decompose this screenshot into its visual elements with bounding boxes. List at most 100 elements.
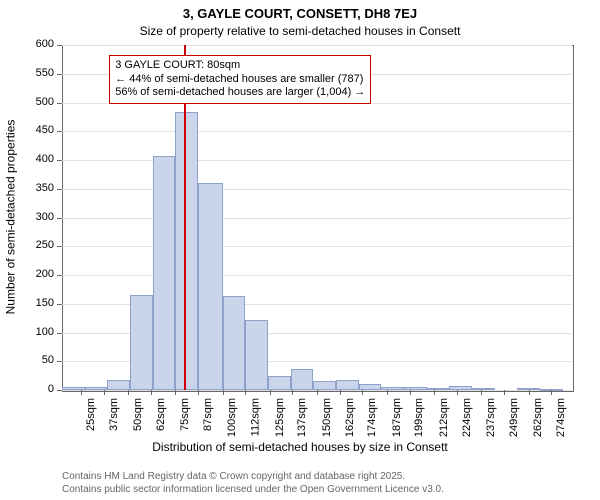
gridline xyxy=(62,131,572,132)
gridline xyxy=(62,45,572,46)
xtick-mark xyxy=(457,390,458,395)
xtick-label: 174sqm xyxy=(366,398,378,437)
xtick-mark xyxy=(292,390,293,395)
ytick-mark xyxy=(57,246,62,247)
xtick-mark xyxy=(362,390,363,395)
xtick-mark xyxy=(223,390,224,395)
histogram-bar xyxy=(404,387,427,390)
footer-line1: Contains HM Land Registry data © Crown c… xyxy=(62,470,600,483)
xtick-label: 62sqm xyxy=(155,398,167,431)
xtick-mark xyxy=(128,390,129,395)
ytick-mark xyxy=(57,131,62,132)
ytick-mark xyxy=(57,361,62,362)
histogram-bar xyxy=(427,388,450,390)
xtick-label: 125sqm xyxy=(274,398,286,437)
ytick-mark xyxy=(57,218,62,219)
histogram-bar xyxy=(291,369,314,390)
histogram-bar xyxy=(223,296,246,390)
xtick-mark xyxy=(529,390,530,395)
chart-container: 3, GAYLE COURT, CONSETT, DH8 7EJ Size of… xyxy=(0,0,600,500)
chart-title-address: 3, GAYLE COURT, CONSETT, DH8 7EJ xyxy=(0,6,600,21)
gridline xyxy=(62,275,572,276)
xtick-label: 137sqm xyxy=(296,398,308,437)
xtick-mark xyxy=(504,390,505,395)
xtick-mark xyxy=(175,390,176,395)
ytick-mark xyxy=(57,304,62,305)
ytick-label: 100 xyxy=(36,326,54,338)
xtick-mark xyxy=(434,390,435,395)
xtick-label: 50sqm xyxy=(132,398,144,431)
ytick-mark xyxy=(57,103,62,104)
xtick-mark xyxy=(481,390,482,395)
annotation-line1: 3 GAYLE COURT: 80sqm xyxy=(115,59,365,73)
xtick-label: 224sqm xyxy=(461,398,473,437)
ytick-label: 600 xyxy=(36,38,54,50)
xtick-label: 162sqm xyxy=(344,398,356,437)
histogram-bar xyxy=(472,388,495,390)
xtick-mark xyxy=(104,390,105,395)
annotation-line3: 56% of semi-detached houses are larger (… xyxy=(115,86,365,100)
xtick-label: 87sqm xyxy=(202,398,214,431)
ytick-mark xyxy=(57,390,62,391)
xtick-label: 262sqm xyxy=(533,398,545,437)
chart-subtitle: Size of property relative to semi-detach… xyxy=(0,24,600,38)
xtick-mark xyxy=(81,390,82,395)
ytick-mark xyxy=(57,275,62,276)
footer-line2: Contains public sector information licen… xyxy=(62,483,600,496)
ytick-label: 450 xyxy=(36,124,54,136)
histogram-bar xyxy=(268,376,291,390)
xtick-label: 150sqm xyxy=(321,398,333,437)
xtick-label: 112sqm xyxy=(249,398,261,436)
xtick-label: 25sqm xyxy=(85,398,97,431)
ytick-label: 550 xyxy=(36,67,54,79)
xtick-mark xyxy=(340,390,341,395)
ytick-label: 350 xyxy=(36,182,54,194)
histogram-bar xyxy=(245,320,268,390)
histogram-bar xyxy=(130,295,153,390)
ytick-label: 500 xyxy=(36,96,54,108)
histogram-bar xyxy=(449,386,472,390)
xtick-label: 37sqm xyxy=(108,398,120,431)
histogram-bar xyxy=(153,156,176,390)
x-axis-label: Distribution of semi-detached houses by … xyxy=(0,440,600,454)
histogram-bar xyxy=(107,380,130,390)
xtick-label: 100sqm xyxy=(227,398,239,437)
ytick-label: 0 xyxy=(48,383,54,395)
xtick-mark xyxy=(198,390,199,395)
xtick-mark xyxy=(270,390,271,395)
footer-attribution: Contains HM Land Registry data © Crown c… xyxy=(62,470,600,496)
xtick-mark xyxy=(410,390,411,395)
histogram-bar xyxy=(381,387,404,390)
gridline xyxy=(62,246,572,247)
xtick-label: 249sqm xyxy=(508,398,520,437)
ytick-label: 50 xyxy=(42,354,54,366)
ytick-label: 300 xyxy=(36,211,54,223)
ytick-label: 400 xyxy=(36,153,54,165)
ytick-label: 200 xyxy=(36,268,54,280)
ytick-mark xyxy=(57,74,62,75)
histogram-bar xyxy=(198,183,223,390)
xtick-label: 212sqm xyxy=(438,398,450,437)
ytick-label: 150 xyxy=(36,297,54,309)
xtick-mark xyxy=(551,390,552,395)
annotation-box: 3 GAYLE COURT: 80sqm← 44% of semi-detach… xyxy=(109,55,371,104)
xtick-label: 237sqm xyxy=(485,398,497,437)
annotation-line2: ← 44% of semi-detached houses are smalle… xyxy=(115,73,365,87)
gridline xyxy=(62,160,572,161)
histogram-bar xyxy=(313,381,336,390)
xtick-label: 187sqm xyxy=(391,398,403,437)
histogram-bar xyxy=(336,380,359,390)
ytick-label: 250 xyxy=(36,239,54,251)
xtick-mark xyxy=(151,390,152,395)
gridline xyxy=(62,189,572,190)
xtick-label: 274sqm xyxy=(555,398,567,437)
xtick-label: 75sqm xyxy=(179,398,191,431)
xtick-mark xyxy=(387,390,388,395)
xtick-mark xyxy=(245,390,246,395)
ytick-mark xyxy=(57,160,62,161)
ytick-mark xyxy=(57,189,62,190)
ytick-mark xyxy=(57,333,62,334)
xtick-mark xyxy=(317,390,318,395)
ytick-mark xyxy=(57,45,62,46)
xtick-label: 199sqm xyxy=(414,398,426,437)
